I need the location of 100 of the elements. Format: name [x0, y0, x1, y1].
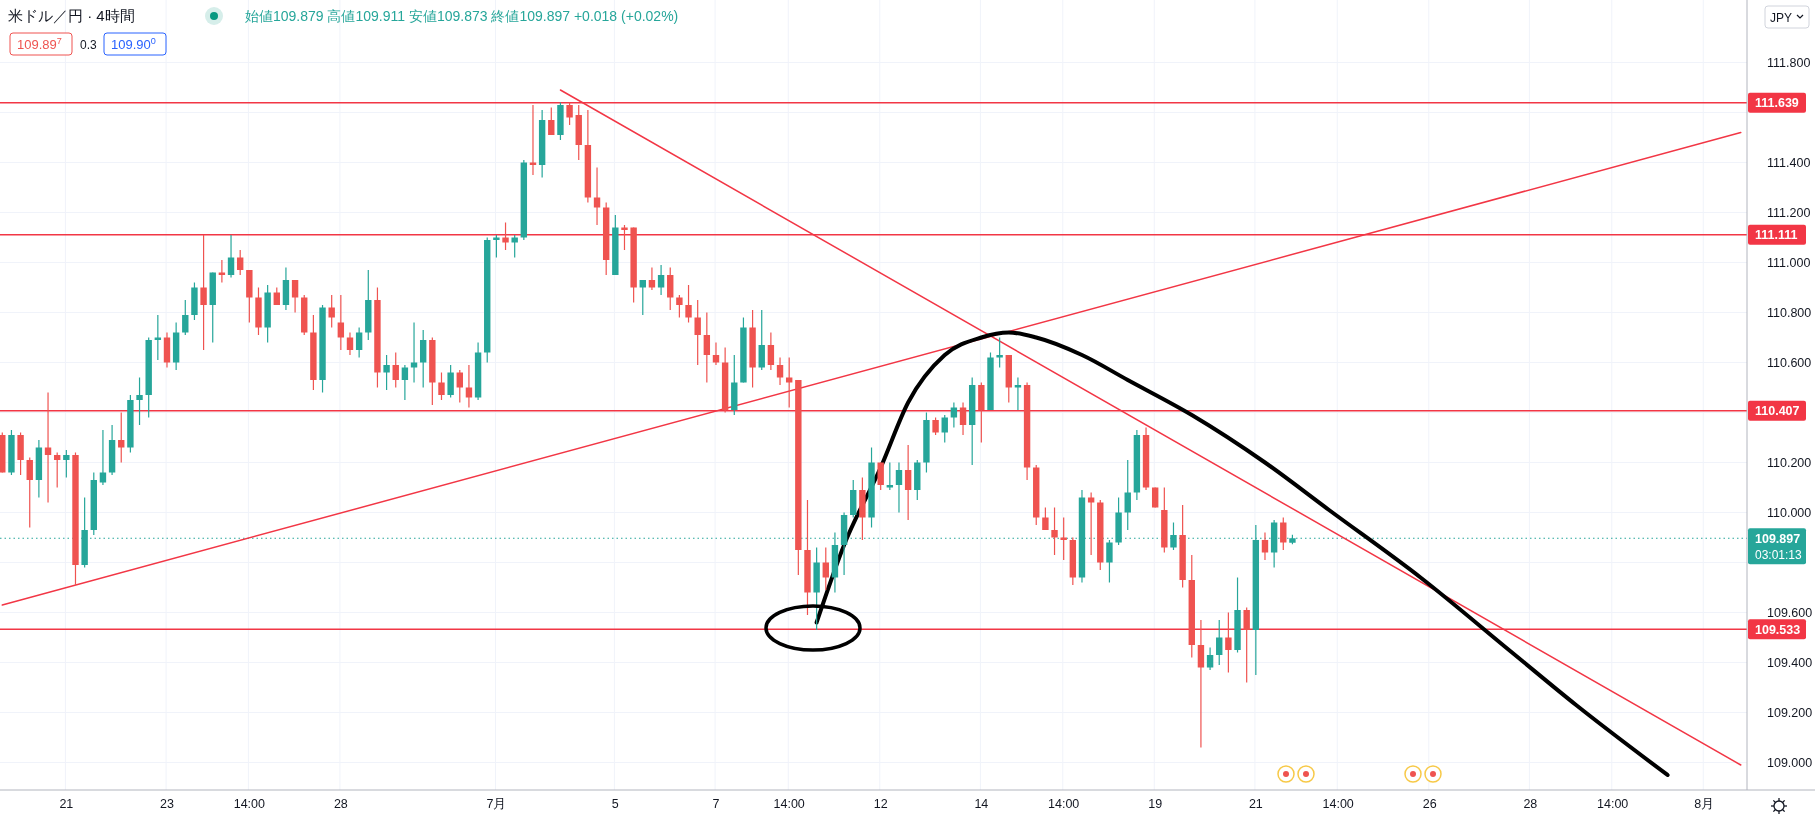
annotation: 109.89$^{7}$ — [17, 36, 62, 52]
candlestick — [419, 329, 427, 389]
text: 米ドル／円 · 4時間 — [8, 7, 135, 24]
y-tick-label: 109.400 — [1767, 656, 1813, 670]
candlestick — [895, 461, 903, 514]
candlestick — [1170, 521, 1177, 551]
candlestick — [118, 411, 125, 464]
candlestick — [1280, 516, 1287, 551]
x-tick-label: 14:00 — [233, 797, 266, 811]
candlestick — [438, 371, 445, 401]
x-tick-label: 14 — [974, 797, 989, 811]
candlestick — [465, 364, 473, 409]
x-tick-label: 19 — [1148, 797, 1163, 811]
y-tick-label: 111.800 — [1767, 56, 1811, 70]
candlestick — [996, 336, 1003, 369]
y-tick-label: 109.200 — [1767, 706, 1813, 720]
x-tick-label: 14:00 — [1597, 797, 1629, 811]
candlestick — [63, 449, 70, 479]
candlestick — [291, 279, 299, 314]
candlestick — [593, 166, 601, 226]
annotation: 109.90$^{0}$ — [111, 36, 156, 52]
x-tick-label: 14:00 — [1048, 797, 1080, 811]
candlestick — [401, 364, 409, 401]
candlestick — [904, 444, 912, 521]
candlestick — [1243, 606, 1250, 684]
line-series — [814, 330, 1670, 777]
candlestick — [182, 299, 189, 336]
candlestick — [648, 266, 656, 291]
x-tick-label: 26 — [1422, 797, 1437, 811]
y-tick-label: 109.600 — [1767, 606, 1813, 620]
candlestick — [337, 294, 345, 351]
text: 始値109.879 高値109.911 安値109.873 終値109.897 +0.018 (+0.02%) — [245, 8, 679, 24]
candlestick — [822, 546, 829, 591]
x-tick-label: 12 — [873, 797, 888, 811]
candlestick — [694, 299, 701, 366]
candlestick — [1014, 376, 1022, 411]
x-tick-label: 28 — [333, 797, 348, 811]
y-tick-label: 110.600 — [1767, 356, 1812, 370]
candlestick — [1124, 459, 1131, 531]
candlestick — [1051, 506, 1058, 556]
ref-line-label: 111.111 — [1755, 228, 1798, 243]
candlestick — [758, 309, 765, 371]
ref-line-label: 109.533 — [1755, 622, 1801, 637]
candlestick — [53, 451, 61, 489]
candlestick — [548, 106, 555, 136]
candlestick — [950, 401, 958, 429]
candlestick — [447, 364, 454, 399]
candlestick — [1225, 611, 1232, 674]
candlestick — [667, 266, 674, 311]
candlestick — [703, 311, 711, 384]
candlestick — [676, 294, 683, 319]
x-tick-label: 21 — [1248, 797, 1263, 811]
x-tick-label: 7 — [712, 797, 720, 811]
y-tick-label: 109.000 — [1767, 756, 1813, 770]
candlestick — [383, 354, 390, 391]
candlestick — [136, 376, 143, 426]
candlestick — [566, 101, 573, 126]
y-tick-label: 111.200 — [1767, 206, 1811, 220]
candlestick — [685, 284, 692, 324]
x-tick-label: 5 — [611, 797, 619, 811]
candlestick — [328, 294, 335, 329]
candlestick — [200, 234, 207, 351]
candlestick — [502, 221, 509, 251]
candlestick — [657, 264, 665, 296]
x-tick-label: 28 — [1523, 797, 1538, 811]
y-tick-label: 110.200 — [1767, 456, 1812, 470]
x-tick-label: 7月 — [486, 797, 507, 811]
x-tick-label: 23 — [160, 797, 174, 811]
text: 03:01:13 — [1755, 548, 1803, 563]
candlestick — [1106, 539, 1113, 584]
candlestick — [511, 234, 518, 259]
candlestick — [886, 461, 894, 491]
candlestick — [26, 456, 33, 529]
candlestick — [941, 414, 948, 444]
candlestick — [1206, 646, 1214, 671]
y-tick-label: 111.000 — [1767, 256, 1811, 270]
candlestick — [959, 401, 967, 436]
ref-line-label: 109.897 — [1755, 531, 1801, 546]
y-tick-label: 110.000 — [1767, 506, 1812, 520]
candlestick — [392, 351, 399, 389]
candlestick — [712, 341, 720, 366]
candlestick — [1197, 619, 1205, 749]
ref-line-label: 111.639 — [1755, 96, 1799, 111]
x-tick-label: 14:00 — [1322, 797, 1354, 811]
candlestick — [776, 356, 784, 386]
candlestick — [785, 356, 793, 409]
y-tick-label: 110.800 — [1767, 306, 1812, 320]
candlestick — [767, 331, 775, 371]
text: JPY — [1770, 11, 1793, 25]
x-tick-label: 21 — [59, 797, 74, 811]
candlestick — [410, 321, 418, 384]
annotation: 0.3 — [80, 38, 98, 52]
candlestick — [1087, 491, 1095, 556]
x-tick-label: 14:00 — [773, 797, 805, 811]
candlestick — [355, 326, 363, 359]
candlestick — [877, 461, 884, 491]
candlestick — [346, 331, 354, 356]
candlestick — [1216, 619, 1223, 666]
candlestick — [639, 279, 646, 316]
candlestick — [236, 249, 244, 276]
